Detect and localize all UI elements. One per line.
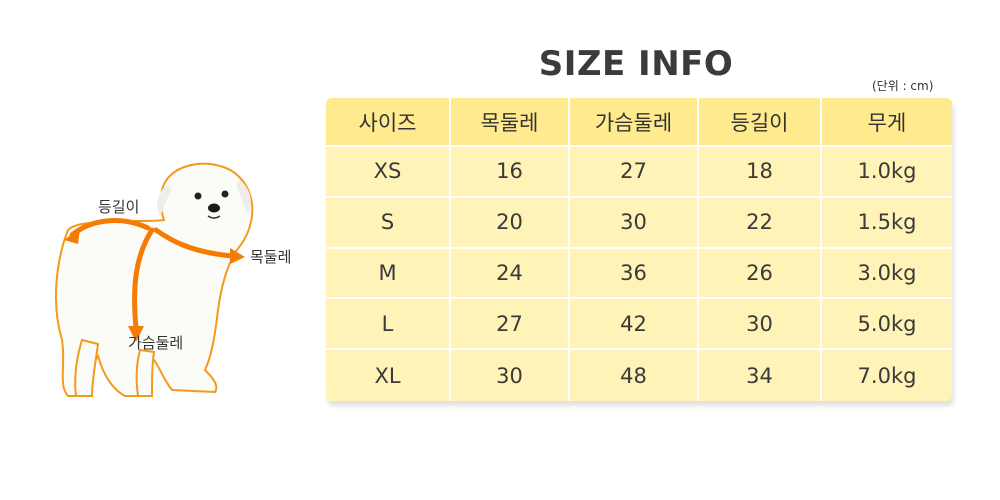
table-cell: 7.0kg <box>822 350 952 401</box>
label-chest: 가슴둘레 <box>128 334 184 352</box>
header-chest: 가슴둘레 <box>570 98 699 147</box>
header-size: 사이즈 <box>326 98 451 147</box>
label-back-length: 등길이 <box>98 198 140 216</box>
unit-note: (단위 : cm) <box>872 79 934 93</box>
table-cell: 18 <box>699 147 822 198</box>
table-cell: 5.0kg <box>822 299 952 351</box>
size-table: 사이즈 목둘레 가슴둘레 등길이 무게 XS 16 27 18 1.0kg S … <box>326 98 952 401</box>
table-cell: 1.5kg <box>822 197 952 249</box>
dog-illustration: 등길이 목둘레 가슴둘레 <box>40 160 310 410</box>
table-cell: 30 <box>451 350 570 401</box>
table-cell: 26 <box>699 248 822 300</box>
dog-image <box>54 162 254 397</box>
header-weight: 무게 <box>822 98 952 147</box>
table-cell: 42 <box>570 299 699 351</box>
page-title: SIZE INFO <box>538 44 734 84</box>
table-cell: L <box>326 299 451 351</box>
table-cell: 24 <box>451 248 570 300</box>
header-neck: 목둘레 <box>451 98 570 147</box>
table-cell: S <box>326 197 451 249</box>
size-table-grid: 사이즈 목둘레 가슴둘레 등길이 무게 XS 16 27 18 1.0kg S … <box>326 98 952 401</box>
table-cell: 36 <box>570 248 699 300</box>
header-back-length: 등길이 <box>699 98 822 147</box>
table-cell: 3.0kg <box>822 248 952 300</box>
table-cell: 48 <box>570 350 699 401</box>
table-cell: XS <box>326 147 451 198</box>
table-cell: 27 <box>451 299 570 351</box>
table-cell: 34 <box>699 350 822 401</box>
table-cell: 27 <box>570 147 699 198</box>
table-cell: 30 <box>699 299 822 351</box>
table-cell: M <box>326 248 451 300</box>
table-cell: XL <box>326 350 451 401</box>
label-neck: 목둘레 <box>250 248 292 266</box>
table-cell: 30 <box>570 197 699 249</box>
table-cell: 16 <box>451 147 570 198</box>
table-cell: 20 <box>451 197 570 249</box>
table-cell: 22 <box>699 197 822 249</box>
table-cell: 1.0kg <box>822 147 952 198</box>
